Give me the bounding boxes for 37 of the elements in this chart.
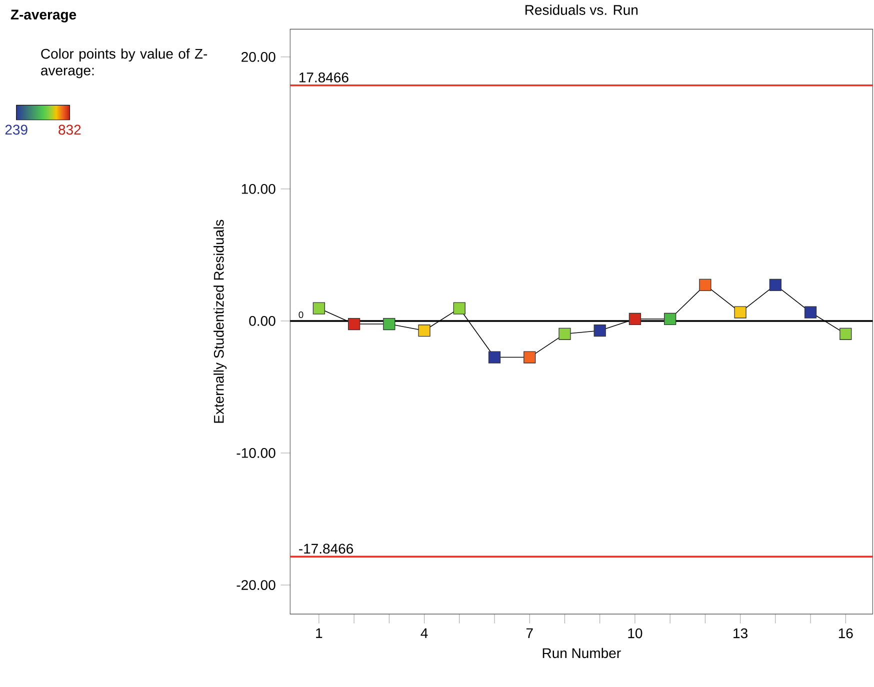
point <box>453 302 466 314</box>
y-axis-title: Externally Studentized Residuals <box>214 220 227 423</box>
y-tick-label: 20.00 <box>242 52 276 62</box>
ref-line-label: -17.8466 <box>299 544 354 554</box>
point <box>348 318 360 330</box>
point <box>594 324 606 337</box>
y-tick-label: 10.00 <box>242 184 276 194</box>
point <box>418 324 430 337</box>
point <box>734 306 746 318</box>
point <box>524 351 536 364</box>
point <box>840 328 852 340</box>
point <box>664 312 676 326</box>
point <box>804 306 817 318</box>
x-tick-label: 16 <box>838 628 853 638</box>
x-tick-label: 7 <box>526 628 533 638</box>
point <box>383 318 396 330</box>
color-bar-title: Color points by value of Z-average: <box>41 48 208 78</box>
x-tick-label: 13 <box>734 628 748 638</box>
x-tick-label: 1 <box>316 628 322 638</box>
color-bar-label: 239 <box>5 124 28 135</box>
x-tick-label: 4 <box>420 628 428 638</box>
ref-line-label: 17.8466 <box>299 72 348 82</box>
x-axis-title: Run Number <box>542 648 621 658</box>
legend-title: Z-average <box>10 10 76 22</box>
point <box>312 302 325 314</box>
y-tick-label: 0.00 <box>249 316 276 326</box>
point <box>628 312 642 326</box>
chart-title: Residuals vs. Run <box>526 4 638 15</box>
ref-line-label: 0 <box>298 311 304 318</box>
y-tick-label: -10.00 <box>236 448 276 458</box>
point <box>699 278 712 291</box>
point <box>488 351 501 364</box>
point <box>558 328 571 340</box>
color-bar-label: 832 <box>58 124 81 135</box>
x-tick-label: 10 <box>628 628 642 638</box>
y-tick-label: -20.00 <box>236 580 276 590</box>
point <box>769 278 782 291</box>
